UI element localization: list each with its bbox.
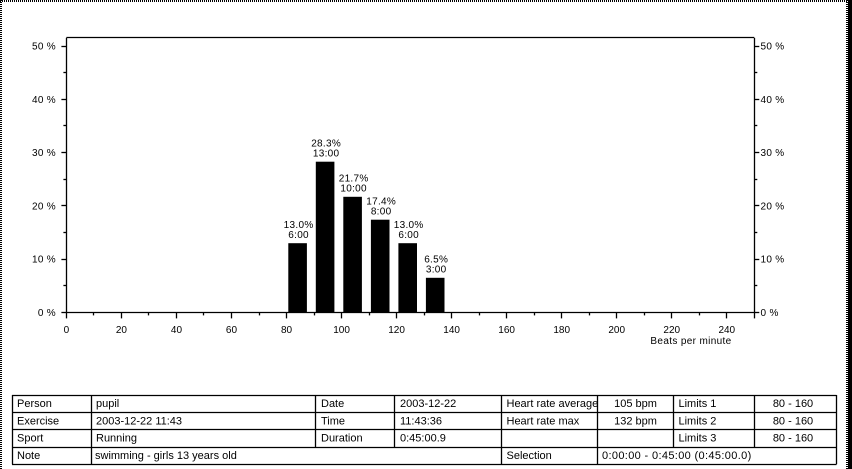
svg-text:Duration: Duration <box>321 433 363 445</box>
svg-text:Limits 1: Limits 1 <box>679 398 717 410</box>
svg-text:8:00: 8:00 <box>371 207 392 218</box>
svg-text:20: 20 <box>116 325 128 336</box>
svg-text:80 - 160: 80 - 160 <box>773 433 813 445</box>
svg-text:0: 0 <box>64 325 70 336</box>
svg-text:40: 40 <box>171 325 183 336</box>
svg-text:0:45:00.9: 0:45:00.9 <box>400 433 446 445</box>
svg-text:80 - 160: 80 - 160 <box>773 415 813 427</box>
svg-text:30 %: 30 % <box>32 148 56 159</box>
svg-text:pupil: pupil <box>96 398 119 410</box>
svg-text:20 %: 20 % <box>32 201 56 212</box>
svg-text:240: 240 <box>718 325 735 336</box>
svg-text:50 %: 50 % <box>761 42 785 53</box>
svg-text:21.7%: 21.7% <box>339 174 369 185</box>
svg-text:2003-12-22: 2003-12-22 <box>400 398 456 410</box>
svg-text:220: 220 <box>663 325 680 336</box>
svg-text:120: 120 <box>388 325 405 336</box>
svg-text:Heart rate max: Heart rate max <box>507 415 580 427</box>
svg-text:0:00:00 - 0:45:00 (0:45:00.0): 0:00:00 - 0:45:00 (0:45:00.0) <box>602 450 752 462</box>
svg-text:Sport: Sport <box>17 433 43 445</box>
svg-text:17.4%: 17.4% <box>366 197 396 208</box>
svg-text:10 %: 10 % <box>32 255 56 266</box>
svg-text:swimming - girls 13 years old: swimming - girls 13 years old <box>95 450 237 462</box>
svg-text:10:00: 10:00 <box>340 184 367 195</box>
svg-text:Selection: Selection <box>507 450 552 462</box>
svg-text:Time: Time <box>321 415 345 427</box>
svg-text:Note: Note <box>17 450 40 462</box>
svg-text:140: 140 <box>443 325 460 336</box>
svg-text:180: 180 <box>553 325 570 336</box>
svg-text:0 %: 0 % <box>761 308 779 319</box>
svg-text:40 %: 40 % <box>761 95 785 106</box>
svg-text:160: 160 <box>498 325 515 336</box>
svg-text:40 %: 40 % <box>32 95 56 106</box>
svg-text:2003-12-22 11:43: 2003-12-22 11:43 <box>96 415 182 427</box>
svg-text:50 %: 50 % <box>32 42 56 53</box>
svg-text:Limits 2: Limits 2 <box>679 415 717 427</box>
svg-text:6:00: 6:00 <box>288 230 309 241</box>
svg-text:30 %: 30 % <box>761 148 785 159</box>
svg-text:6:00: 6:00 <box>398 230 419 241</box>
svg-text:13:00: 13:00 <box>313 148 340 159</box>
svg-text:60: 60 <box>226 325 238 336</box>
svg-text:80: 80 <box>281 325 293 336</box>
svg-text:20 %: 20 % <box>761 201 785 212</box>
svg-text:Limits 3: Limits 3 <box>679 433 717 445</box>
svg-text:Exercise: Exercise <box>17 415 59 427</box>
svg-text:Person: Person <box>17 398 52 410</box>
svg-text:Date: Date <box>321 398 344 410</box>
svg-text:Heart rate average: Heart rate average <box>507 398 599 410</box>
svg-text:13.0%: 13.0% <box>284 220 314 231</box>
svg-text:200: 200 <box>608 325 625 336</box>
svg-text:Beats per minute: Beats per minute <box>650 336 731 347</box>
svg-text:3:00: 3:00 <box>426 265 447 276</box>
svg-text:11:43:36: 11:43:36 <box>400 415 442 427</box>
svg-text:100: 100 <box>333 325 350 336</box>
svg-text:Running: Running <box>96 433 137 445</box>
svg-text:13.0%: 13.0% <box>394 220 424 231</box>
svg-text:80 - 160: 80 - 160 <box>773 398 813 410</box>
svg-text:132 bpm: 132 bpm <box>614 415 657 427</box>
svg-text:10 %: 10 % <box>761 255 785 266</box>
svg-text:0 %: 0 % <box>38 308 56 319</box>
svg-text:105 bpm: 105 bpm <box>614 398 657 410</box>
svg-text:28.3%: 28.3% <box>311 138 341 149</box>
svg-text:6.5%: 6.5% <box>424 255 448 266</box>
